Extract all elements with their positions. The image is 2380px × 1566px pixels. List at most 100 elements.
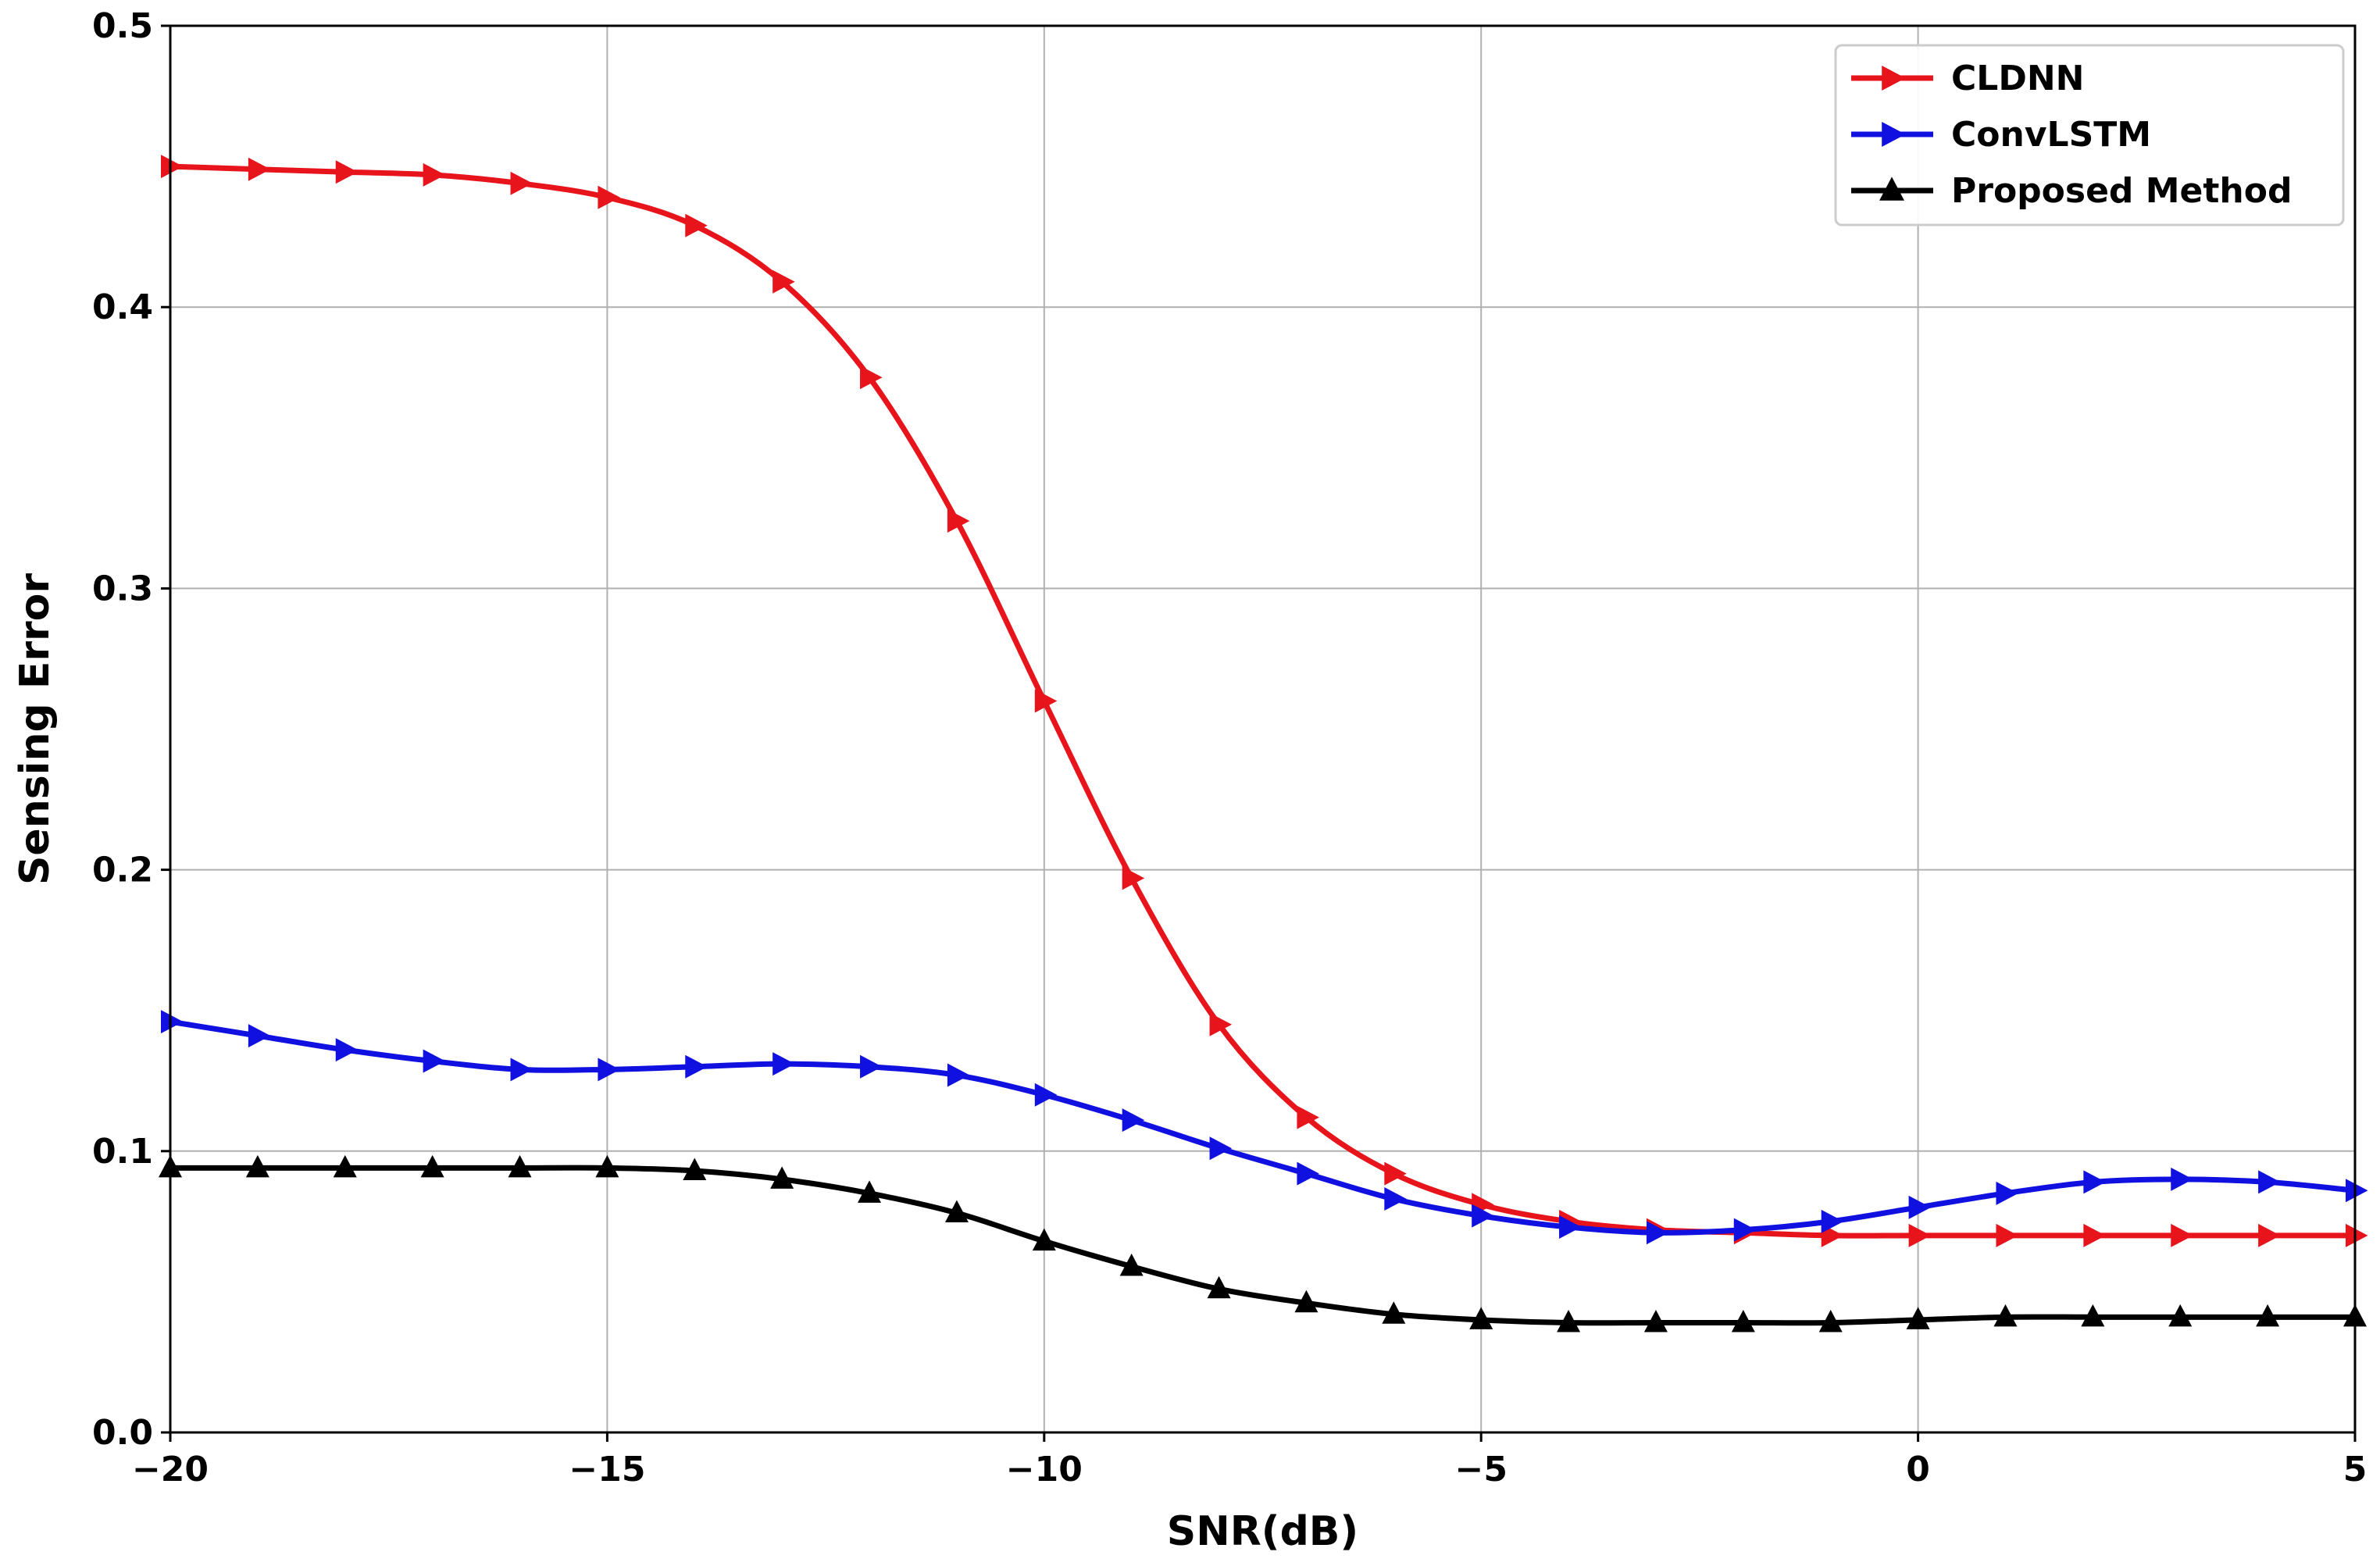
data-point <box>1384 1161 1407 1186</box>
data-point <box>2083 1223 2106 1247</box>
data-point <box>1122 1108 1145 1133</box>
data-point <box>1646 1221 1669 1245</box>
x-tick-label: −10 <box>1006 1450 1083 1489</box>
data-point <box>161 1010 184 1034</box>
legend-item: ConvLSTM <box>1851 115 2151 155</box>
data-point <box>1122 866 1145 890</box>
data-point <box>1996 1181 2018 1205</box>
data-point <box>598 1058 620 1082</box>
legend-item: CLDNN <box>1851 59 2085 98</box>
data-point <box>1207 1275 1231 1299</box>
data-point <box>1034 1083 1058 1107</box>
data-point <box>595 1154 619 1178</box>
data-point <box>1209 1136 1233 1161</box>
data-point <box>685 1054 708 1079</box>
data-point <box>245 1154 269 1178</box>
y-tick-label: 0.5 <box>92 6 153 46</box>
x-tick-label: −20 <box>132 1450 209 1489</box>
data-point <box>1643 1310 1668 1332</box>
data-point <box>1469 1307 1493 1329</box>
data-point <box>598 185 620 209</box>
data-point <box>1209 1012 1233 1036</box>
data-point <box>2256 1304 2280 1327</box>
data-point <box>2171 1223 2193 1247</box>
legend-swatch-marker <box>1879 177 1904 201</box>
y-axis-label: Sensing Error <box>12 573 59 885</box>
legend-item: Proposed Method <box>1851 171 2292 211</box>
series-proposed-method <box>159 1154 2367 1332</box>
data-point <box>2258 1170 2281 1194</box>
data-point <box>2171 1167 2193 1191</box>
data-point <box>683 1158 707 1181</box>
legend-swatch-marker <box>1882 66 1906 91</box>
data-point <box>770 1166 794 1189</box>
legend-swatch-marker <box>1882 122 1906 147</box>
data-point <box>335 160 359 184</box>
data-point <box>1906 1307 1930 1329</box>
tick-labels: −20 −15 −10 −5 0 5 0.0 0.1 0.2 0.3 0.4 0.5 <box>92 6 2367 1489</box>
legend-box <box>1834 44 2345 227</box>
data-point <box>947 1063 970 1087</box>
legend-label: ConvLSTM <box>1951 115 2151 155</box>
data-point <box>944 1200 969 1223</box>
data-point <box>1032 1228 1056 1251</box>
data-point <box>248 157 271 181</box>
data-point <box>510 171 533 195</box>
data-point <box>420 1154 444 1178</box>
series-group <box>159 155 2368 1332</box>
series-line <box>167 1165 2358 1326</box>
plot-frame <box>169 24 2357 1434</box>
data-point <box>508 1154 532 1178</box>
x-axis-label: SNR(dB) <box>1167 1508 1358 1555</box>
x-tick-label: 0 <box>1906 1450 1930 1489</box>
data-point <box>161 155 184 179</box>
y-tick-label: 0.3 <box>92 569 153 608</box>
data-point <box>860 366 883 390</box>
data-point <box>1908 1223 1932 1247</box>
series-line <box>167 1018 2358 1236</box>
y-tick-label: 0.2 <box>92 851 153 890</box>
data-point <box>333 1154 357 1178</box>
data-point <box>1733 1218 1757 1242</box>
data-point <box>2081 1304 2105 1327</box>
data-point <box>335 1038 359 1062</box>
data-point <box>860 1054 883 1079</box>
data-point <box>858 1180 882 1203</box>
data-point <box>423 162 446 187</box>
data-point <box>773 269 795 294</box>
data-point <box>1119 1253 1144 1276</box>
data-point <box>1297 1161 1319 1186</box>
data-point <box>1821 1209 1844 1233</box>
data-point <box>510 1058 533 1082</box>
data-point <box>2168 1304 2193 1327</box>
series-convlstm <box>161 1010 2368 1245</box>
series-line <box>167 163 2358 1239</box>
data-point <box>1557 1310 1581 1332</box>
data-point <box>2258 1223 2281 1247</box>
data-point <box>1382 1301 1406 1324</box>
data-point <box>1472 1204 1494 1228</box>
data-point <box>1731 1310 1755 1332</box>
data-point <box>1034 689 1058 713</box>
data-point <box>1559 1215 1582 1240</box>
data-point <box>1818 1310 1843 1332</box>
x-tick-label: −5 <box>1454 1450 1507 1489</box>
data-point <box>423 1049 446 1073</box>
data-point <box>2346 1223 2368 1247</box>
data-point <box>1294 1290 1318 1313</box>
x-tick-label: −15 <box>569 1450 645 1489</box>
legend-label: Proposed Method <box>1951 171 2292 211</box>
data-point <box>1993 1304 2018 1327</box>
legend: CLDNN ConvLSTM Proposed Method <box>1834 44 2345 227</box>
data-point <box>2083 1170 2106 1194</box>
series-cldnn <box>161 155 2368 1247</box>
y-tick-label: 0.4 <box>92 287 153 327</box>
data-point <box>1297 1105 1319 1129</box>
data-point <box>2346 1179 2368 1203</box>
y-tick-label: 0.0 <box>92 1413 153 1453</box>
data-point <box>248 1024 271 1048</box>
x-tick-label: 5 <box>2343 1450 2368 1489</box>
data-point <box>1908 1195 1932 1219</box>
